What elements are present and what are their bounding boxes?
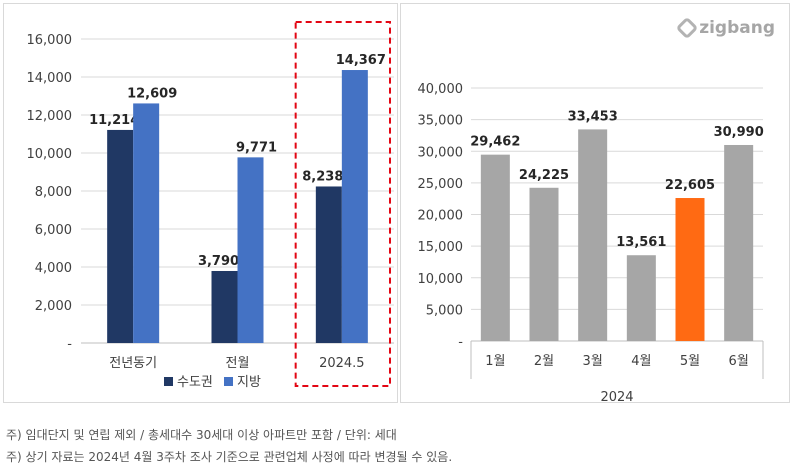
legend-label: 수도권	[177, 375, 213, 390]
x-tick-label: 3월	[583, 354, 603, 369]
y-tick-label: -	[67, 337, 72, 352]
data-label: 22,605	[665, 178, 715, 193]
x-tick-label: 전년동기	[109, 356, 157, 371]
y-tick-label: 30,000	[418, 145, 464, 160]
x-tick-label: 4월	[631, 354, 651, 369]
x-tick-label: 2024.5	[319, 356, 365, 371]
bar-region	[341, 70, 368, 343]
data-label: 29,462	[470, 135, 520, 150]
y-tick-label: 4,000	[35, 261, 72, 276]
data-label: 3,790	[198, 254, 239, 269]
footnote-2: 주) 상기 자료는 2024년 4월 3주차 조사 기준으로 관련업체 사정에 …	[6, 450, 453, 464]
bar-region	[133, 103, 160, 343]
footnote-1: 주) 임대단지 및 연립 제외 / 총세대수 30세대 이상 아파트만 포함 /…	[6, 428, 397, 442]
bar-month	[578, 129, 608, 341]
legend-label: 지방	[237, 375, 261, 390]
zigbang-logo: zigbang	[675, 16, 775, 40]
y-tick-label: 25,000	[418, 177, 464, 192]
y-tick-label: 20,000	[418, 209, 464, 224]
y-tick-label: 14,000	[27, 71, 73, 86]
x-tick-label: 1월	[485, 354, 505, 369]
x-tick-label: 전월	[226, 356, 250, 371]
y-tick-label: 6,000	[35, 223, 72, 238]
y-tick-label: 35,000	[418, 114, 464, 129]
bar-month	[675, 198, 705, 341]
bar-capital	[315, 186, 342, 343]
bar-region	[237, 157, 264, 343]
x-tick-label: 2월	[534, 354, 554, 369]
y-tick-label: 40,000	[418, 82, 464, 97]
bar-month	[529, 187, 559, 341]
y-tick-label: 10,000	[27, 147, 73, 162]
data-label: 24,225	[519, 168, 569, 183]
right-chart-panel: zigbang - 5,000 10,000 15,000 20,000 25,000 30…	[400, 3, 790, 403]
y-tick-label: -	[458, 335, 463, 350]
y-tick-label: 2,000	[35, 299, 72, 314]
legend-swatch	[224, 377, 233, 386]
data-label: 11,214	[89, 113, 139, 128]
bar-month	[626, 255, 656, 341]
bar-month	[724, 144, 754, 341]
data-label: 33,453	[568, 109, 618, 124]
data-label: 9,771	[236, 140, 277, 155]
bar-capital	[107, 129, 134, 343]
x-tick-label: 6월	[729, 354, 749, 369]
bar-capital	[211, 270, 238, 343]
bar-month	[480, 154, 510, 341]
x-tick-label: 5월	[680, 354, 700, 369]
left-chart-panel: - 2,000 4,000 6,000 8,000 10,000 12,000 14,000 1…	[3, 3, 398, 403]
legend-swatch	[164, 377, 173, 386]
right-chart: - 5,000 10,000 15,000 20,000 25,000 30,000 35,0…	[418, 82, 764, 402]
left-chart: - 2,000 4,000 6,000 8,000 10,000 12,000 14,000 1…	[27, 21, 394, 390]
y-tick-label: 12,000	[27, 109, 73, 124]
y-tick-label: 5,000	[426, 303, 463, 318]
highlight-box	[294, 21, 391, 387]
y-tick-label: 15,000	[418, 240, 464, 255]
data-label: 12,609	[127, 86, 177, 101]
y-tick-label: 8,000	[35, 185, 72, 200]
y-tick-label: 10,000	[418, 272, 464, 287]
x-axis-label: 2024	[600, 390, 633, 402]
footnotes: 주) 임대단지 및 연립 제외 / 총세대수 30세대 이상 아파트만 포함 /…	[6, 424, 786, 468]
data-label: 8,238	[302, 169, 343, 184]
data-label: 13,561	[616, 235, 666, 250]
data-label: 14,367	[336, 53, 386, 68]
y-tick-label: 16,000	[27, 33, 73, 48]
data-label: 30,990	[714, 125, 764, 140]
logo-text: zigbang	[699, 18, 775, 38]
